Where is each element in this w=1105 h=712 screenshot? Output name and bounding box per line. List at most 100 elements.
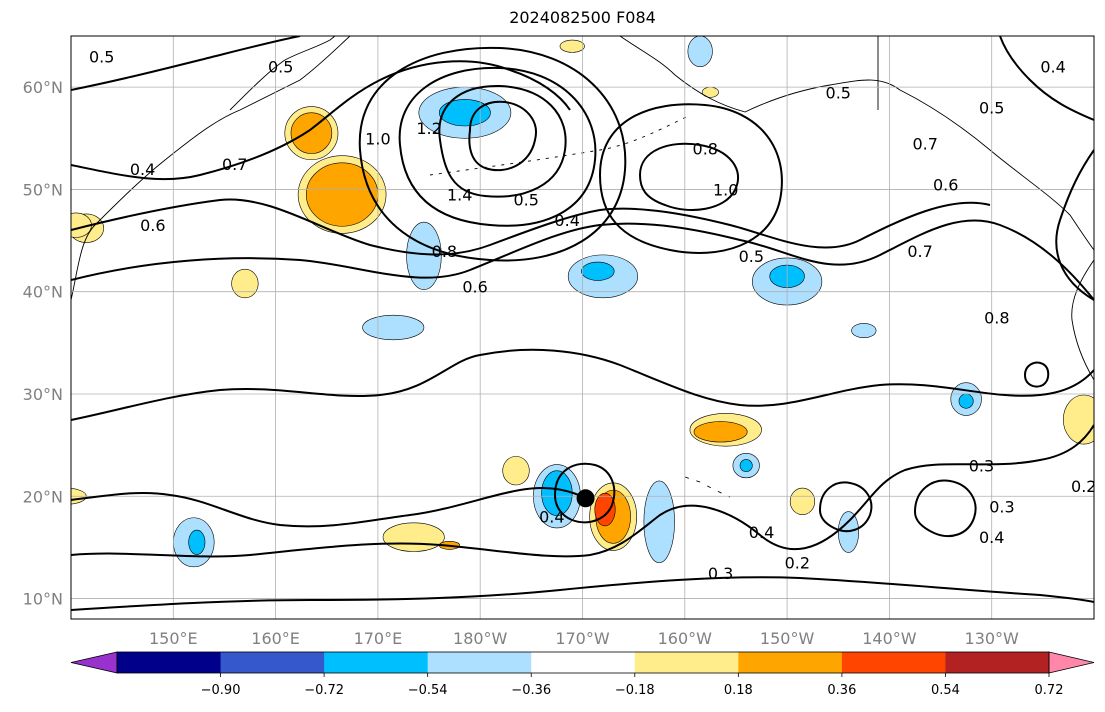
shaded-region [502,456,530,486]
colorbar-tick-label: 0.54 [931,683,960,698]
contour-line [553,462,616,524]
contour-line [71,198,991,256]
lat-label: 30°N [23,385,63,404]
contour-label: 0.5 [739,247,764,266]
shaded-region [1063,394,1094,445]
contour-label: 0.7 [222,155,247,174]
lat-label: 40°N [23,283,63,302]
coastline-layer [71,36,1094,498]
lon-label: 180°W [453,629,508,648]
colorbar-extend-low [70,651,118,674]
shaded-region [406,221,442,290]
lon-label: 130°W [965,629,1020,648]
contour-label: 0.6 [933,175,958,194]
colorbar-swatch [220,652,325,673]
contour-label: 0.3 [989,497,1014,516]
shaded-region [305,162,379,227]
contour-label: 0.4 [554,211,579,230]
alaska-coastline [619,36,1094,251]
shaded-region [581,261,615,281]
contour-label: 0.3 [969,457,994,476]
colorbar-tick-label: −0.72 [304,683,344,698]
contour-label: 0.5 [979,99,1004,118]
storm-center-dot [576,489,595,508]
shaded-region [851,323,877,339]
contour-line [71,576,1094,611]
contour-line [71,348,1094,421]
shaded-region [438,99,491,127]
contour-label: 0.6 [462,278,487,297]
kamchatka-coastline [229,36,336,111]
contour-line [438,84,567,198]
contour-line [818,481,873,533]
contour-line [71,36,301,91]
lat-label: 20°N [23,487,63,506]
contour-label: 1.2 [416,119,441,138]
contour-line [358,46,627,262]
colorbar-tick-label: 0.18 [724,683,753,698]
shaded-region [231,268,259,299]
colorbar: −0.90 −0.72 −0.54 −0.36 −0.18 0.18 0.36 0.54 0.7… [70,651,1095,698]
lon-label: 170°E [354,629,403,648]
shaded-region [188,529,206,555]
colorbar-swatch [427,652,532,673]
shaded-region [643,480,675,564]
shaded-region [594,492,616,527]
contour-label: 0.3 [708,564,733,583]
contour-line [398,66,597,227]
colorbar-swatch [841,652,946,673]
contour-label: 0.6 [140,216,165,235]
map-title: 2024082500 F084 [509,8,656,27]
colorbar-tick-label: −0.18 [615,683,655,698]
colorbar-swatch [324,652,429,673]
shaded-region [687,36,713,67]
contour-label: 1.4 [447,186,472,205]
lat-label: 50°N [23,180,63,199]
shaded-region [789,487,816,515]
colorbar-frame [116,651,1050,674]
shaded-region [362,314,425,341]
contour-label: 0.7 [912,134,937,153]
shaded-anomaly-layer [71,36,1094,568]
lon-label: 150°W [760,629,815,648]
contour-lines [71,36,1094,611]
colorbar-tick-label: −0.54 [408,683,448,698]
contour-label: 1.0 [713,180,738,199]
contour-line [71,487,591,528]
contour-line [913,479,977,537]
contour-label: 0.4 [979,528,1004,547]
colorbar-swatch [738,652,843,673]
contour-line [71,219,1094,301]
lon-label: 140°W [862,629,917,648]
contour-label: 0.4 [1040,58,1065,77]
contour-line [71,424,1094,558]
colorbar-swatch [117,652,222,673]
contour-line [598,103,783,254]
contour-label-layer: 0.5 0.6 0.4 0.5 0.7 1.0 1.2 1.4 0.8 0.6 0.5 0.4 0.8 1… [89,47,1094,583]
lon-label: 170°W [555,629,610,648]
lat-label: 10°N [23,590,63,609]
contour-label: 0.5 [826,83,851,102]
contour-line [638,142,740,211]
shaded-region [559,39,585,53]
colorbar-swatch [945,652,1050,673]
contour-label: 1.0 [365,129,390,148]
contour-label: 0.5 [268,58,293,77]
contour-line [1023,361,1050,388]
asia-coastline [71,36,351,301]
contour-label: 0.8 [693,140,718,159]
colorbar-swatch [531,652,636,673]
shaded-region [290,112,333,154]
shaded-region [382,522,445,552]
north-america-west-coast [1071,259,1094,381]
colorbar-tick-label: 0.36 [827,683,856,698]
contour-line [468,100,537,172]
latitude-labels: 10°N 20°N 30°N 40°N 50°N 60°N [23,78,63,608]
contour-label: 0.8 [984,308,1009,327]
longitude-labels: 150°E 160°E 170°E 180°W 170°W 160°W 150°W 140°W… [149,629,1019,648]
colorbar-tick-label: −0.90 [201,683,241,698]
colorbar-swatch [634,652,739,673]
plot-frame [70,35,1095,620]
colorbar-extend-high [1048,651,1095,674]
